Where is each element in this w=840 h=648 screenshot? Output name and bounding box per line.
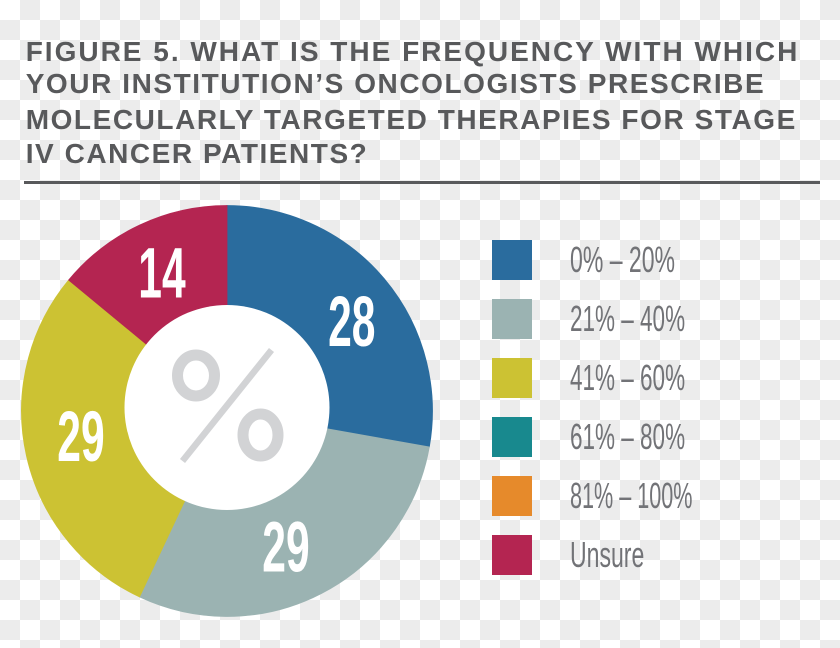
- svg-text:14: 14: [138, 234, 186, 313]
- svg-text:28: 28: [328, 283, 375, 362]
- svg-text:29: 29: [262, 508, 309, 587]
- svg-text:29: 29: [57, 398, 104, 477]
